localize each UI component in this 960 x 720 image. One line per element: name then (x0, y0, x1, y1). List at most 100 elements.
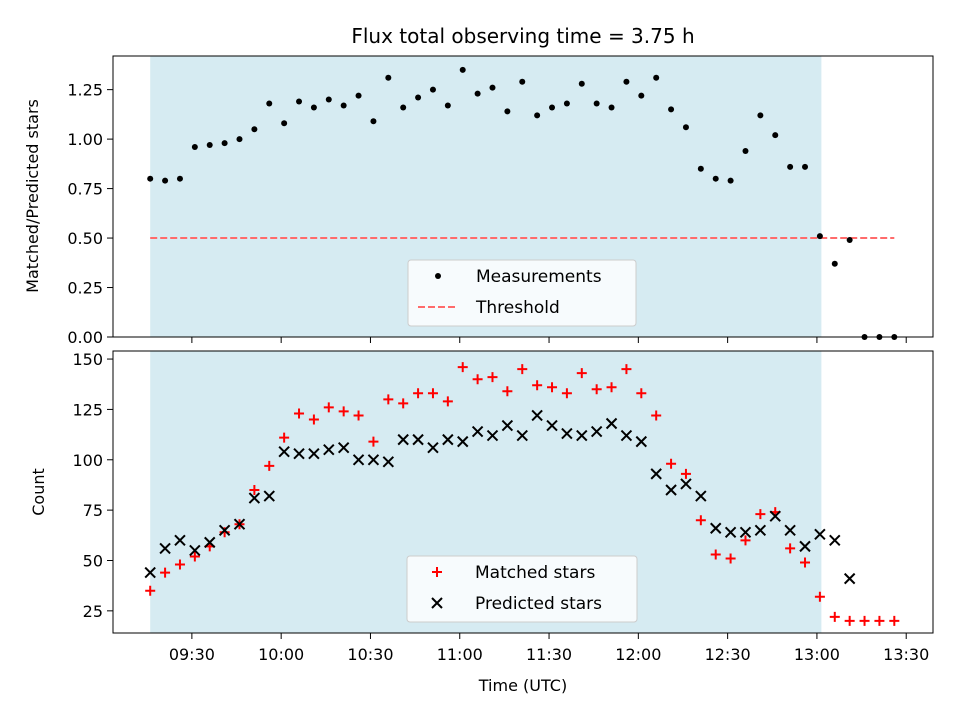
measurement-point (787, 163, 794, 170)
top-chart-marks (147, 66, 898, 340)
top-x-ticks (191, 337, 907, 343)
matched-star-point (621, 364, 632, 375)
matched-star-point (740, 535, 751, 546)
measurement-point (147, 175, 154, 182)
predicted-star-point (784, 524, 796, 536)
measurement-point (519, 78, 526, 85)
predicted-star-point (843, 572, 856, 585)
predicted-star-point (263, 490, 275, 502)
predicted-star-point (516, 429, 528, 442)
matched-star-point (680, 468, 691, 479)
measurement-point (742, 147, 749, 154)
top-ytick-label: 1.00 (67, 130, 103, 149)
x-tick-label: 12:00 (615, 645, 661, 664)
matched-star-point (353, 410, 364, 421)
bottom-chart-marks (144, 362, 900, 626)
matched-star-point (457, 362, 468, 373)
measurement-point (638, 92, 645, 99)
measurement-point (712, 175, 719, 182)
x-tick-label: 10:30 (347, 645, 393, 664)
predicted-star-point (218, 524, 231, 536)
predicted-star-point (724, 526, 737, 538)
matched-star-point (829, 611, 840, 622)
top-chart-frame (112, 55, 934, 338)
predicted-star-point (620, 429, 633, 442)
measurement-point (281, 120, 288, 127)
matched-star-point (814, 591, 825, 602)
measurement-point (176, 175, 183, 182)
matched-star-point (338, 406, 349, 417)
measurement-point (370, 118, 377, 125)
measurement-point (563, 100, 570, 107)
measurement-point (206, 142, 213, 149)
top-legend: Measurements Threshold (407, 259, 637, 327)
predicted-star-point (769, 510, 781, 522)
predicted-star-point (605, 417, 618, 430)
bottom-ytick-label: 75 (83, 501, 103, 520)
predicted-star-point (754, 524, 767, 536)
matched-star-point (785, 543, 796, 554)
bottom-chart-panel: 25 50 75 100 125 150 09:30 10:00 10:30 11:00 11:3… (29, 350, 934, 695)
bottom-y-axis-label: Count (29, 468, 48, 516)
matched-star-point (695, 515, 706, 526)
matched-star-point (160, 567, 171, 578)
bottom-ytick-label: 100 (72, 451, 103, 470)
measurement-point (474, 90, 481, 97)
measurement-point (623, 78, 630, 85)
matched-star-point (279, 432, 290, 443)
measurement-point (682, 124, 689, 131)
measurement-point (668, 106, 675, 113)
matched-star-point (710, 549, 721, 560)
matched-star-point (427, 388, 438, 399)
bottom-x-axis: 09:30 10:00 10:30 11:00 11:30 12:00 12:30 13:00… (169, 633, 929, 664)
matched-star-point (755, 509, 766, 520)
measurement-point (772, 132, 779, 139)
predicted-star-point (174, 534, 186, 547)
matched-star-point (532, 380, 543, 391)
predicted-star-point (278, 446, 290, 458)
matched-star-point (800, 557, 811, 568)
matched-star-point (517, 364, 528, 375)
predicted-star-point (576, 429, 588, 442)
top-y-axis-label: Matched/Predicted stars (23, 99, 42, 293)
predicted-star-point (397, 433, 409, 446)
measurement-point (325, 96, 332, 103)
matched-star-point (308, 414, 319, 425)
measurement-point (846, 237, 853, 244)
predicted-star-point (308, 448, 320, 460)
top-ytick-label: 0.75 (67, 180, 103, 199)
bottom-legend: Matched stars Predicted stars (406, 555, 638, 623)
bottom-y-axis: 25 50 75 100 125 150 (72, 350, 113, 621)
matched-star-point (174, 559, 185, 570)
matched-star-point (666, 458, 677, 469)
legend-marker-measurements (435, 273, 441, 279)
predicted-star-point (293, 448, 305, 460)
measurement-point (578, 80, 585, 87)
matched-star-point (502, 386, 513, 397)
predicted-star-point (695, 490, 707, 502)
matched-star-point (651, 410, 662, 421)
predicted-star-point (486, 429, 499, 442)
top-chart-panel: 0.00 0.25 0.50 0.75 1.00 1.25 Flux total obse… (23, 24, 934, 347)
x-tick-label: 09:30 (169, 645, 215, 664)
measurement-point (831, 260, 838, 267)
matched-star-point (576, 368, 587, 379)
measurement-point (385, 74, 392, 81)
predicted-star-point (814, 528, 826, 541)
measurement-point (400, 104, 407, 111)
measurement-point (340, 102, 347, 109)
predicted-star-point (531, 409, 543, 422)
legend-label: Measurements (476, 267, 602, 287)
legend-box (407, 259, 637, 327)
measurement-point (504, 108, 511, 115)
legend-label: Threshold (475, 298, 560, 318)
measurement-point (415, 94, 422, 101)
measurement-point (355, 92, 362, 99)
predicted-star-point (412, 433, 424, 446)
matched-star-point (889, 615, 900, 626)
measurement-point (162, 177, 169, 184)
predicted-star-point (650, 468, 662, 480)
predicted-star-point (159, 542, 171, 555)
predicted-star-point (590, 425, 603, 438)
measurement-point (593, 100, 600, 107)
